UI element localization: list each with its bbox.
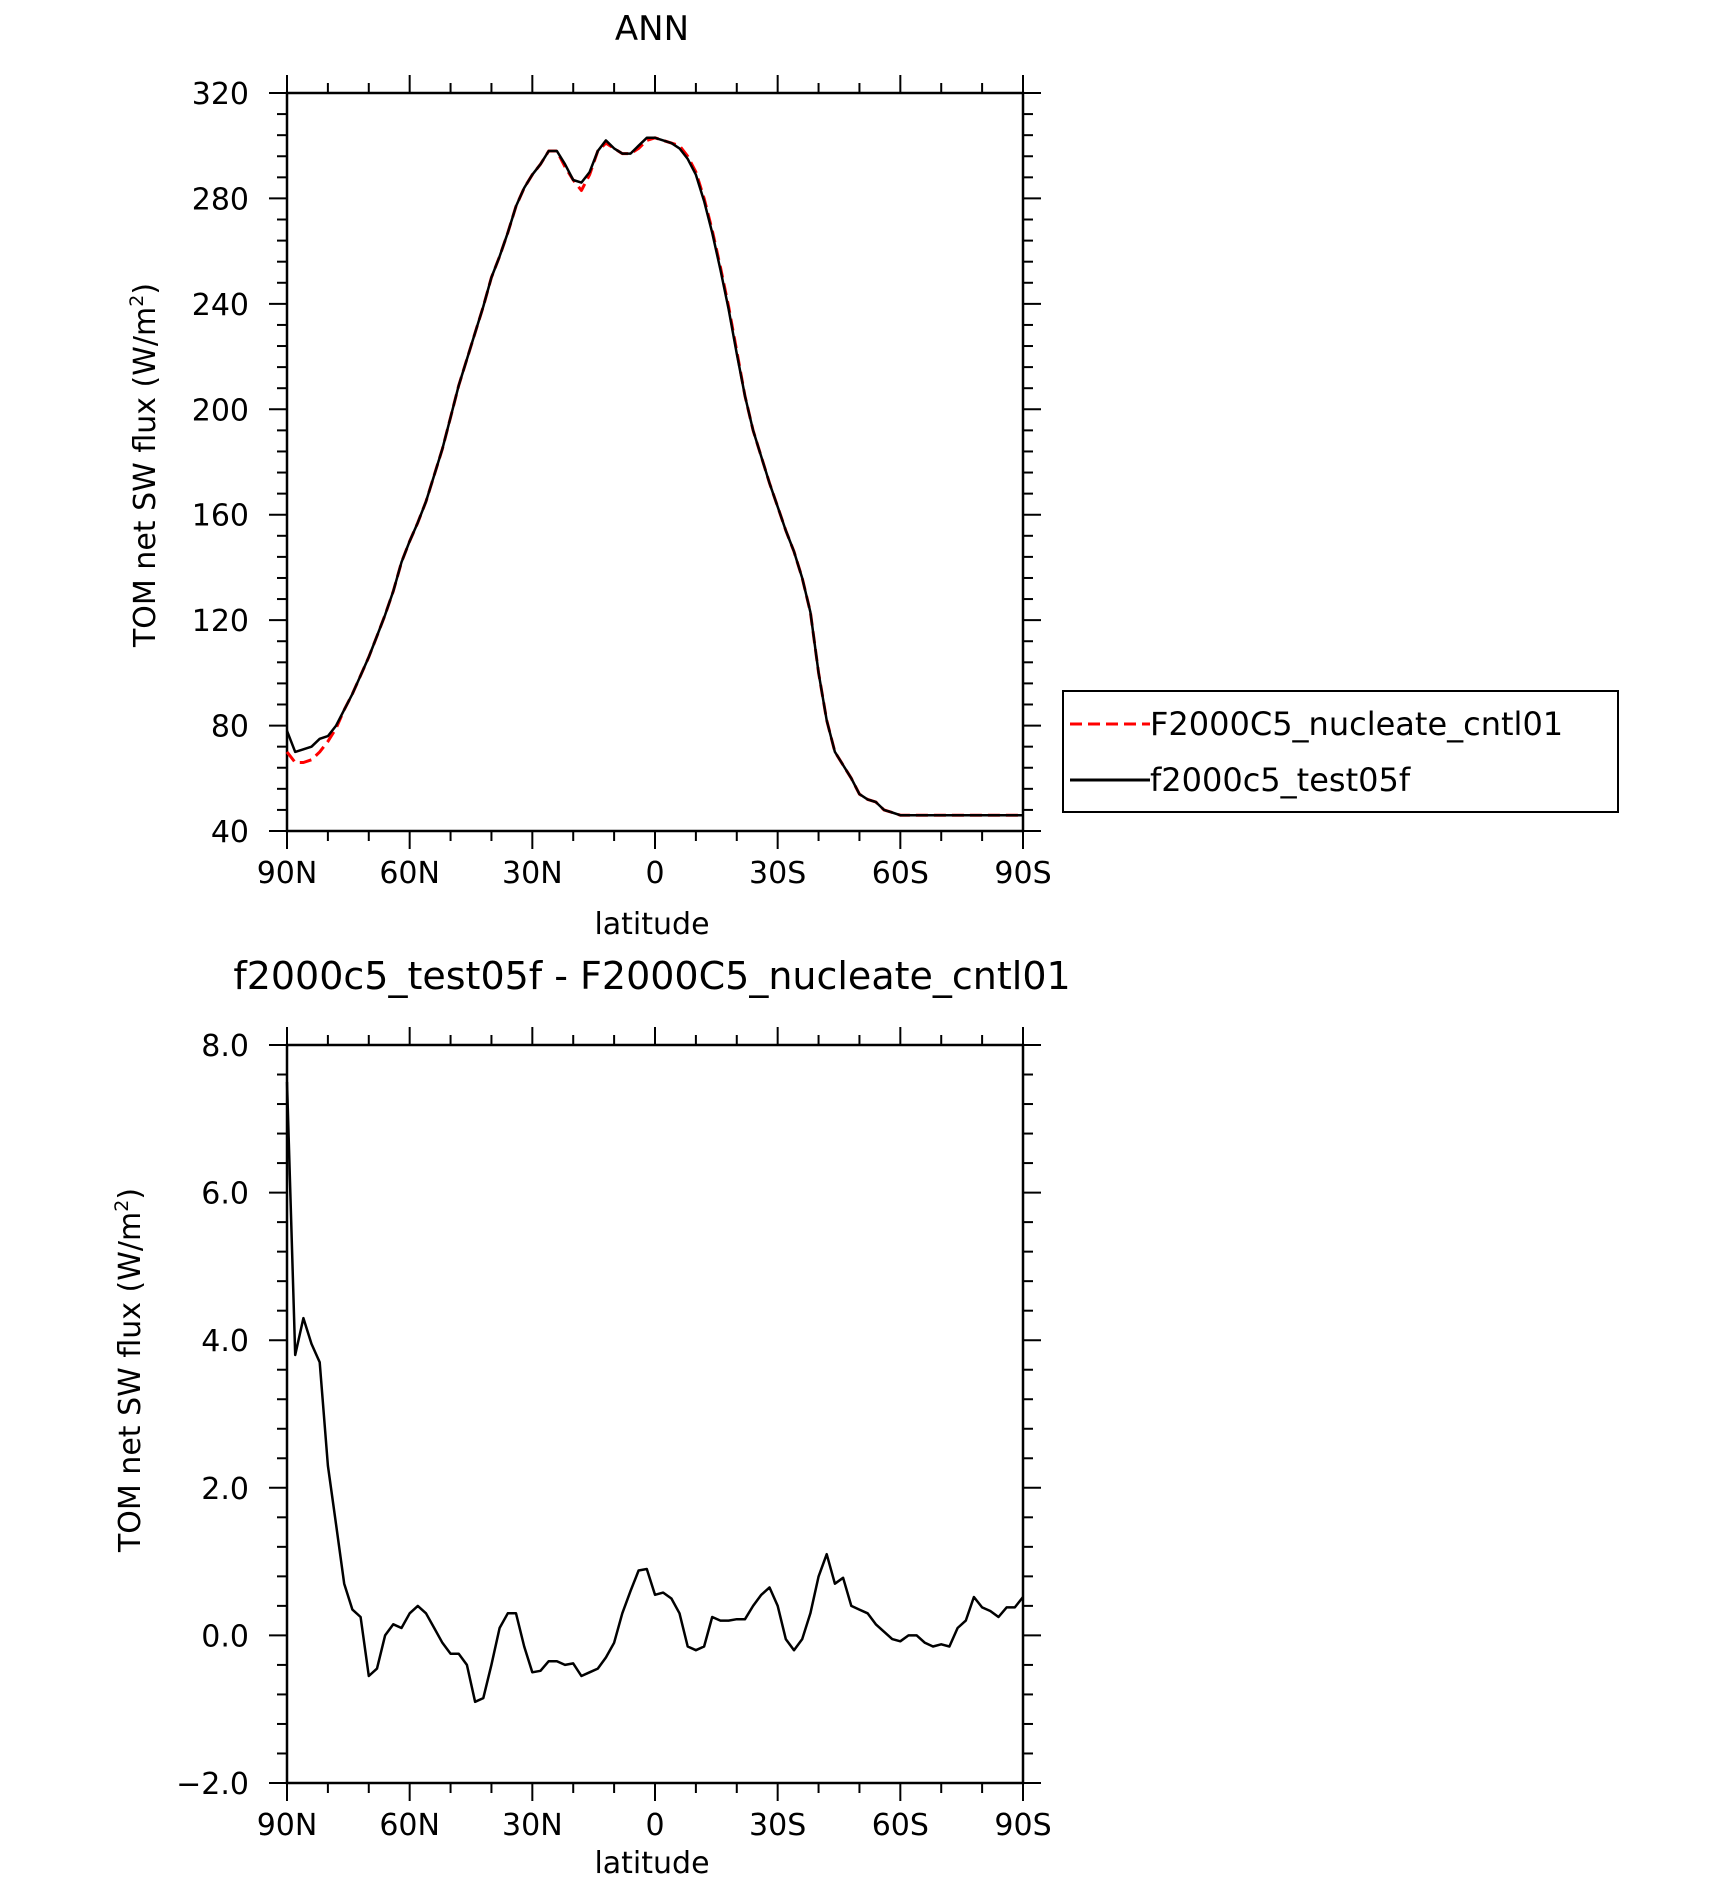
x-tick-label: 60S xyxy=(872,1808,929,1843)
y-tick-label: 320 xyxy=(192,77,249,112)
series-line-0 xyxy=(285,136,1023,817)
x-axis-label: latitude xyxy=(594,907,709,942)
plot-area: 90N 60N 30N 0 30S 60S 90S 320 280 240 200 160 120 80 4… xyxy=(192,75,1052,891)
x-tick-label: 0 xyxy=(645,1808,664,1843)
x-axis-label: latitude xyxy=(594,1846,709,1877)
x-tick-label: 30N xyxy=(502,856,563,891)
y-tick-label: 160 xyxy=(192,499,249,534)
legend-box xyxy=(1062,690,1619,813)
x-tick-label: 90N xyxy=(257,1808,318,1843)
x-tick-label: 60N xyxy=(379,856,440,891)
x-tick-label: 30N xyxy=(502,1808,563,1843)
y-tick-label: 120 xyxy=(192,604,249,639)
y-axis-label: TOM net SW flux (W/m2) xyxy=(111,1188,148,1553)
x-tick-label: 90S xyxy=(994,1808,1051,1843)
x-tick-label: 90N xyxy=(257,856,318,891)
x-tick-label: 30S xyxy=(749,1808,806,1843)
chart-panel-difference: f2000c5_test05f - F2000C5_nucleate_cntl0… xyxy=(111,954,1071,1877)
y-axis-label-superscript: 2 xyxy=(111,1200,133,1212)
series-line-1 xyxy=(285,136,1023,817)
y-tick-label: 0.0 xyxy=(201,1619,249,1654)
y-tick-label: 4.0 xyxy=(201,1324,249,1359)
plot-frame xyxy=(285,91,1025,833)
x-tick-label: 90S xyxy=(994,856,1051,891)
legend-label-cntl: F2000C5_nucleate_cntl01 xyxy=(1150,705,1563,743)
x-tick-label: 60S xyxy=(872,856,929,891)
y-tick-label: 280 xyxy=(192,182,249,217)
legend: F2000C5_nucleate_cntl01 f2000c5_test05f xyxy=(1062,690,1619,813)
y-axis-label-superscript: 2 xyxy=(126,295,148,307)
chart-panel-annual: ANN 90N 60N 30N 0 30S 60S 90S32028024020016012… xyxy=(126,9,1619,942)
y-tick-label: 200 xyxy=(192,393,249,428)
y-axis-label-text: TOM net SW flux (W/m xyxy=(128,307,163,648)
plot-frame xyxy=(285,1043,1025,1785)
x-tick-label: 60N xyxy=(379,1808,440,1843)
y-tick-label: 8.0 xyxy=(201,1029,249,1064)
y-tick-label: 40 xyxy=(211,815,249,850)
chart-title: ANN xyxy=(615,9,689,49)
y-tick-label: 80 xyxy=(211,710,249,745)
y-tick-label: 240 xyxy=(192,288,249,323)
y-axis-label: TOM net SW flux (W/m2) xyxy=(126,283,163,648)
y-axis-label-text: TOM net SW flux (W/m xyxy=(113,1212,148,1553)
plot-area: 90N 60N 30N 0 30S 60S 90S 8.0 6.0 4.0 2.0 0.0 −2.0 xyxy=(176,1027,1052,1843)
y-tick-label: −2.0 xyxy=(176,1767,249,1802)
y-tick-label: 6.0 xyxy=(201,1177,249,1212)
y-tick-label: 2.0 xyxy=(201,1472,249,1507)
y-axis-label-close: ) xyxy=(113,1188,148,1200)
legend-label-test: f2000c5_test05f xyxy=(1150,761,1411,799)
x-tick-label: 0 xyxy=(645,856,664,891)
y-axis-label-close: ) xyxy=(128,283,163,295)
series-line-0 xyxy=(285,1081,1024,1704)
chart-title: f2000c5_test05f - F2000C5_nucleate_cntl0… xyxy=(233,954,1070,998)
x-tick-label: 30S xyxy=(749,856,806,891)
